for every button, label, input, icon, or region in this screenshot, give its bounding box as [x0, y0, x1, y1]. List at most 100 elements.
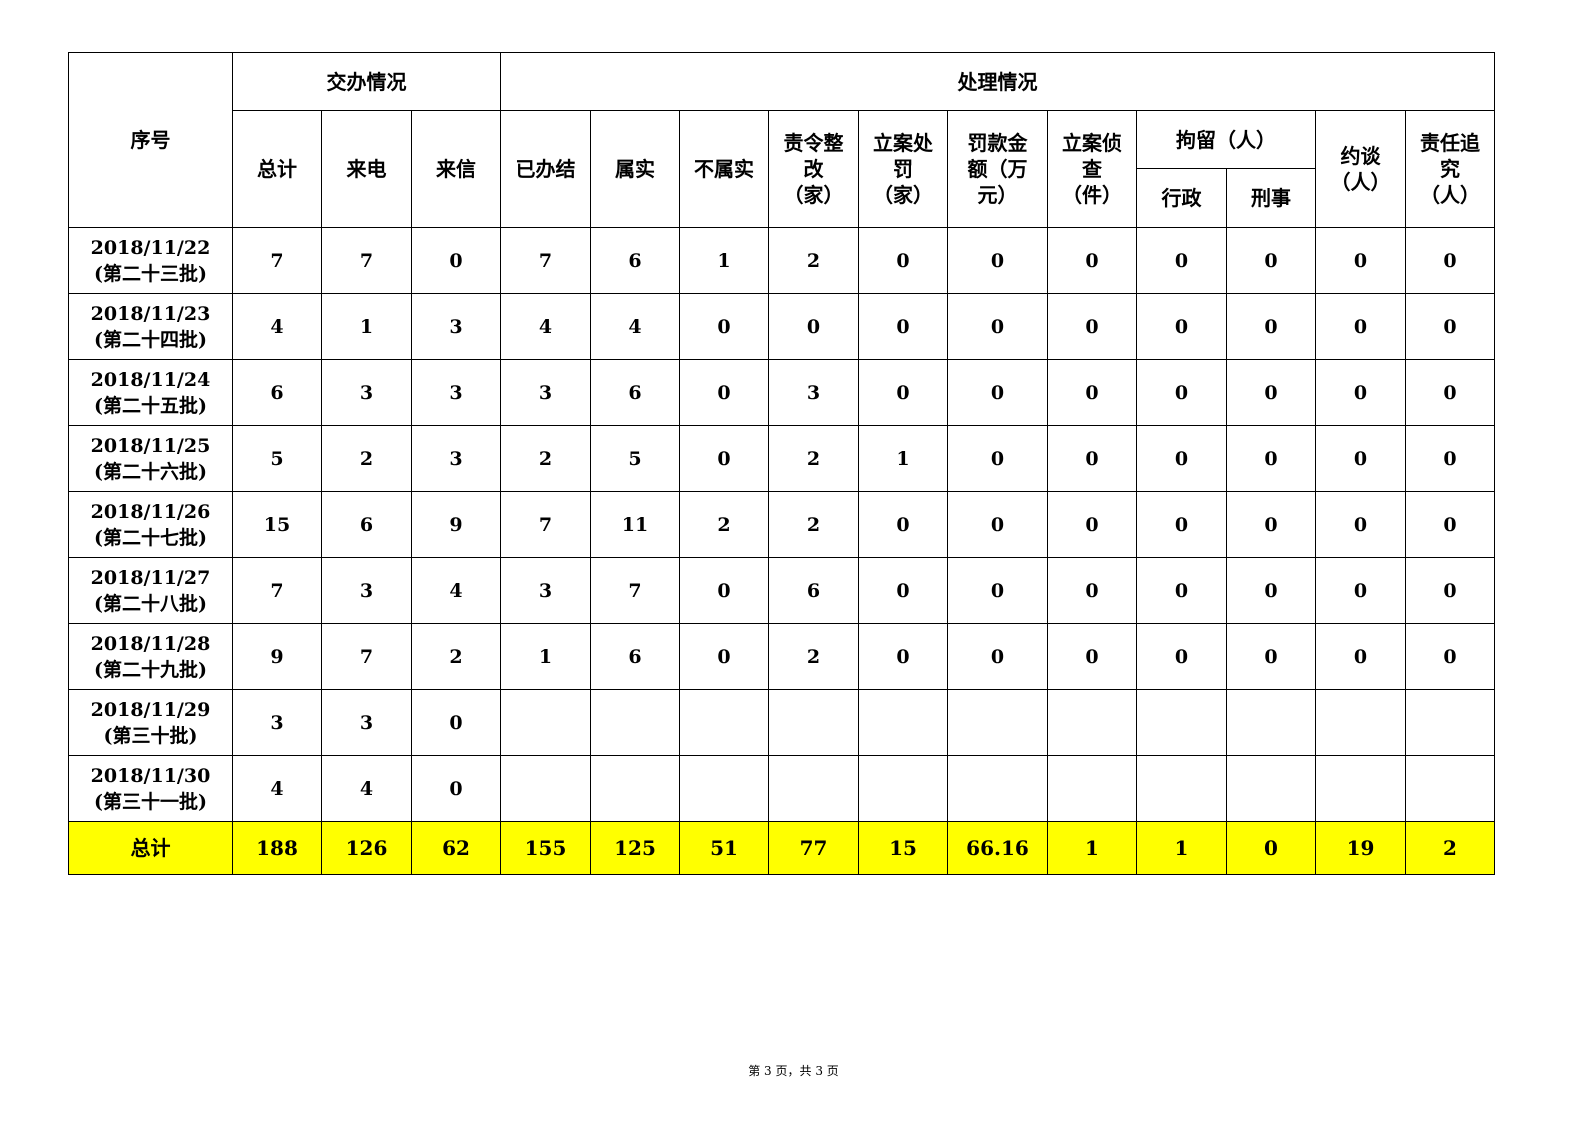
cell: 3 [411, 425, 501, 492]
cell [768, 689, 859, 756]
total-cell: 66.16 [947, 821, 1048, 875]
total-label: 总计 [68, 821, 233, 875]
row-batch: (第三十一批) [94, 790, 207, 813]
cell: 5 [590, 425, 680, 492]
total-cell: 126 [321, 821, 412, 875]
col-admin: 行政 [1136, 168, 1227, 228]
total-cell: 19 [1315, 821, 1406, 875]
cell: 0 [1047, 425, 1137, 492]
handling-group-header: 处理情况 [500, 52, 1495, 111]
cell: 0 [858, 623, 948, 690]
total-cell: 62 [411, 821, 501, 875]
statistics-table: 序号 交办情况 处理情况 总计 来电 来信 已办结 属实 不属实 责令整改（家）… [68, 52, 1495, 875]
cell: 0 [1047, 557, 1137, 624]
table-row: 2018/11/23 (第二十四批) 4 1 3 4 4 0 0 0 0 0 0 0 0 0 [68, 293, 1495, 360]
cell: 0 [1136, 359, 1227, 426]
cell: 0 [947, 293, 1048, 360]
table-row: 2018/11/28 (第二十九批) 9 7 2 1 6 0 2 0 0 0 0 0 0 0 [68, 623, 1495, 690]
row-batch: (第二十八批) [94, 592, 207, 615]
cell: 0 [1226, 623, 1316, 690]
cell: 6 [321, 491, 412, 558]
table-row: 2018/11/26 (第二十七批) 15 6 9 7 11 2 2 0 0 0 0 0 0 0 [68, 491, 1495, 558]
cell: 0 [1226, 491, 1316, 558]
cell: 7 [232, 557, 322, 624]
total-cell: 1 [1136, 821, 1227, 875]
seq-header: 序号 [68, 52, 233, 228]
row-label: 2018/11/25 (第二十六批) [68, 425, 233, 492]
cell: 0 [1315, 293, 1406, 360]
cell: 6 [590, 359, 680, 426]
total-cell: 1 [1047, 821, 1137, 875]
cell: 2 [768, 623, 859, 690]
cell: 0 [1226, 227, 1316, 294]
col-interview: 约谈（人） [1315, 110, 1406, 228]
cell: 0 [1405, 623, 1495, 690]
cell: 0 [858, 491, 948, 558]
cell: 0 [858, 227, 948, 294]
cell: 0 [1226, 359, 1316, 426]
row-label: 2018/11/28 (第二十九批) [68, 623, 233, 690]
row-batch: (第二十五批) [94, 394, 207, 417]
total-row: 总计 188 126 62 155 125 51 77 15 66.16 1 1 0 19 2 [68, 821, 1495, 875]
cell: 2 [321, 425, 412, 492]
cell: 3 [321, 557, 412, 624]
cell [947, 755, 1048, 822]
cell: 0 [1405, 293, 1495, 360]
cell: 0 [679, 293, 769, 360]
cell: 6 [590, 623, 680, 690]
cell: 4 [500, 293, 591, 360]
row-batch: (第二十六批) [94, 460, 207, 483]
cell [590, 689, 680, 756]
table-row: 2018/11/30 (第三十一批) 4 4 0 [68, 755, 1495, 822]
row-date: 2018/11/23 [90, 302, 211, 325]
cell: 0 [1047, 359, 1137, 426]
row-date: 2018/11/30 [90, 764, 211, 787]
cell [1315, 755, 1406, 822]
cell: 6 [590, 227, 680, 294]
cell: 9 [411, 491, 501, 558]
cell: 3 [411, 359, 501, 426]
cell: 0 [947, 491, 1048, 558]
col-punish: 立案处罚（家） [858, 110, 948, 228]
cell: 0 [1405, 425, 1495, 492]
cell: 5 [232, 425, 322, 492]
cell: 0 [947, 227, 1048, 294]
col-investigate: 立案侦查（件） [1047, 110, 1137, 228]
cell: 1 [858, 425, 948, 492]
cell: 1 [321, 293, 412, 360]
row-batch: (第二十九批) [94, 658, 207, 681]
cell: 4 [411, 557, 501, 624]
cell: 6 [232, 359, 322, 426]
cell: 9 [232, 623, 322, 690]
row-date: 2018/11/24 [90, 368, 211, 391]
cell: 4 [232, 755, 322, 822]
cell: 0 [947, 425, 1048, 492]
cell: 0 [1315, 359, 1406, 426]
total-cell: 155 [500, 821, 591, 875]
cell: 11 [590, 491, 680, 558]
col-letter: 来信 [411, 110, 501, 228]
cell: 0 [947, 623, 1048, 690]
total-cell: 0 [1226, 821, 1316, 875]
cell: 0 [1315, 557, 1406, 624]
row-batch: (第二十三批) [94, 262, 207, 285]
cell: 0 [679, 359, 769, 426]
cell: 0 [679, 557, 769, 624]
row-date: 2018/11/26 [90, 500, 211, 523]
cell: 3 [500, 557, 591, 624]
cell: 0 [1315, 425, 1406, 492]
cell: 3 [321, 689, 412, 756]
cell: 0 [1315, 491, 1406, 558]
cell: 7 [321, 623, 412, 690]
cell: 1 [679, 227, 769, 294]
col-phone: 来电 [321, 110, 412, 228]
cell: 0 [1405, 491, 1495, 558]
cell: 4 [232, 293, 322, 360]
cell: 0 [679, 425, 769, 492]
col-not-true: 不属实 [679, 110, 769, 228]
cell: 0 [858, 359, 948, 426]
cell [1405, 755, 1495, 822]
cell: 0 [1405, 359, 1495, 426]
table-row: 2018/11/24 (第二十五批) 6 3 3 3 6 0 3 0 0 0 0 0 0 0 [68, 359, 1495, 426]
cell: 0 [1047, 623, 1137, 690]
